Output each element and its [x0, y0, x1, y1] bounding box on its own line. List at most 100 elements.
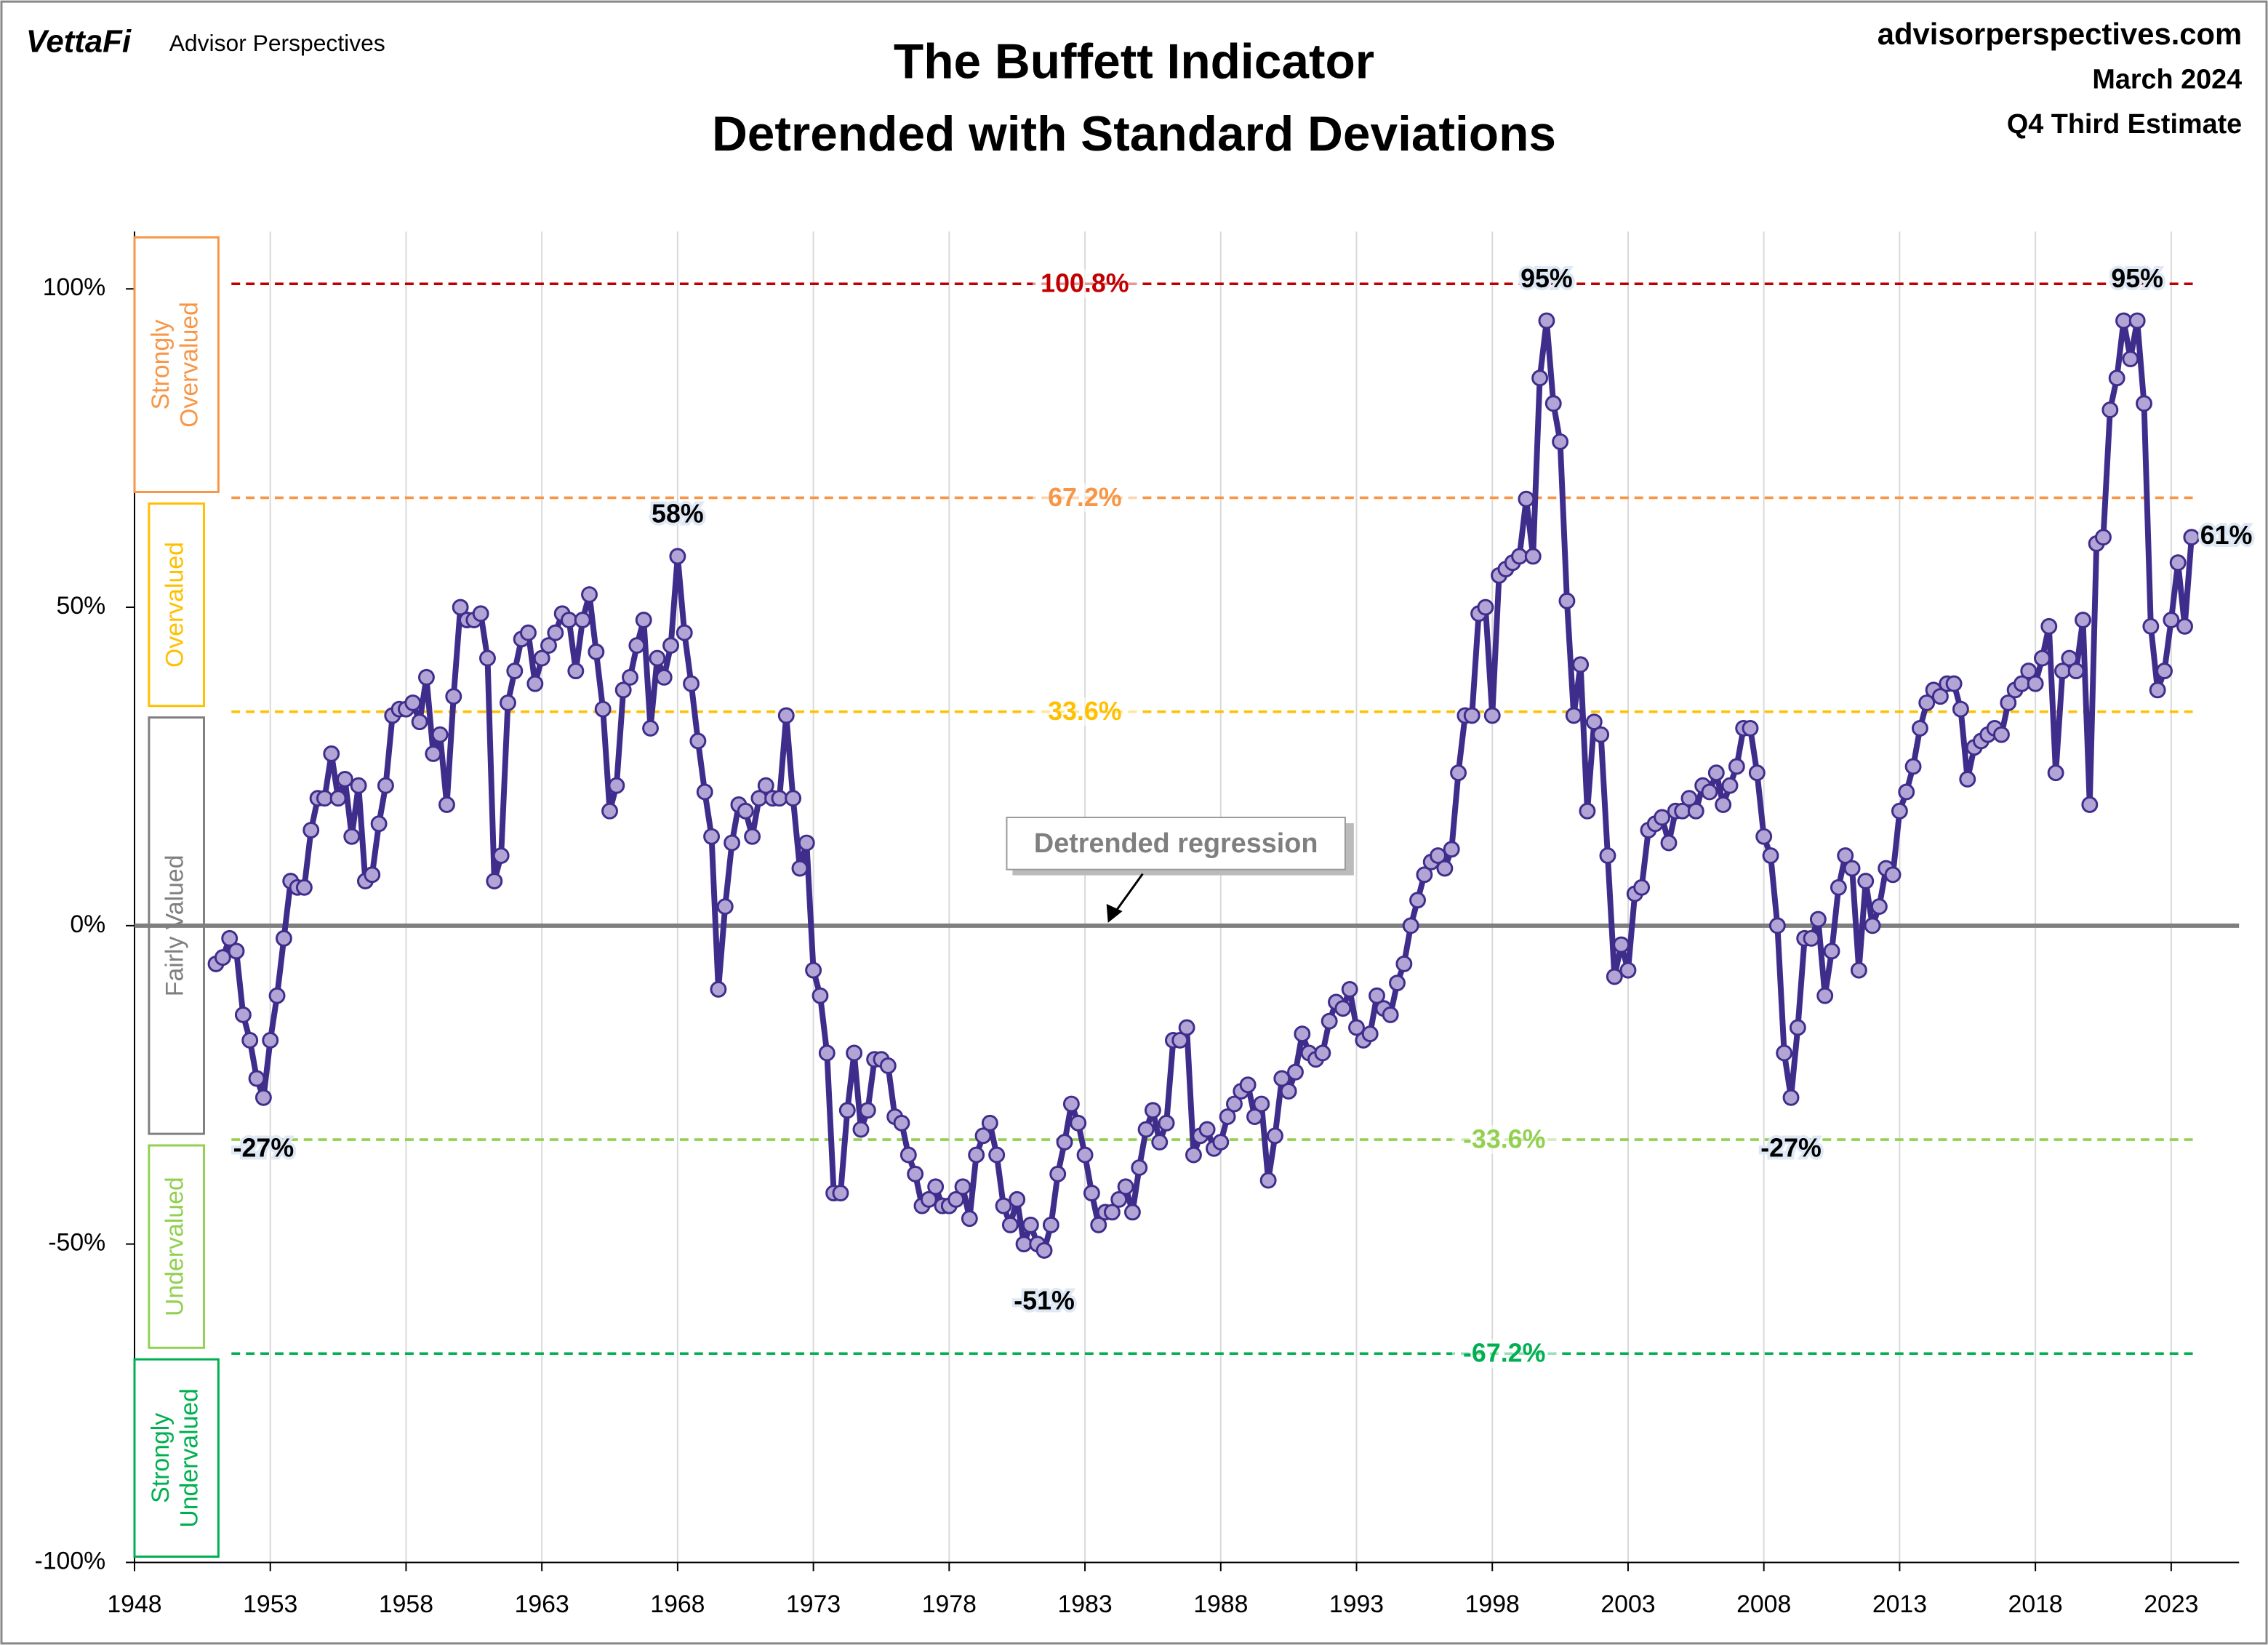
- zone-label-line: Overvalued: [176, 302, 204, 428]
- data-point: [1531, 369, 1549, 387]
- data-point: [241, 1032, 259, 1049]
- data-point: [472, 605, 489, 623]
- data-point: [689, 732, 707, 750]
- data-point: [1762, 847, 1779, 864]
- brand: VettaFi: [26, 23, 132, 59]
- x-tick-label: 2008: [1736, 1590, 1791, 1618]
- data-point: [302, 822, 320, 838]
- data-point: [1226, 1095, 1243, 1113]
- zone-label: Strongly Undervalued: [147, 1388, 204, 1528]
- data-point: [1911, 719, 1928, 737]
- data-point: [2128, 312, 2146, 329]
- data-point: [1022, 1216, 1039, 1233]
- data-point: [954, 1178, 971, 1196]
- data-point: [1070, 1114, 1087, 1132]
- reference-label-bg: [1033, 697, 1137, 727]
- data-point: [1477, 599, 1494, 616]
- data-point: [771, 790, 788, 807]
- data-point: [418, 668, 435, 686]
- data-point: [425, 745, 442, 762]
- zone-box: [133, 236, 220, 493]
- data-point: [1015, 1236, 1033, 1253]
- x-tick-label: 2003: [1600, 1590, 1655, 1618]
- data-point: [852, 1121, 870, 1138]
- data-point: [1884, 866, 1902, 884]
- data-point: [1789, 1019, 1806, 1036]
- data-point: [1110, 1190, 1128, 1208]
- data-point: [1294, 1025, 1311, 1043]
- data-point: [1748, 764, 1766, 782]
- data-point: [234, 1006, 252, 1023]
- data-point: [988, 1146, 1006, 1164]
- data-point: [614, 681, 632, 699]
- data-point: [832, 1185, 849, 1202]
- data-point: [404, 694, 422, 711]
- data-point: [377, 777, 394, 794]
- data-point: [791, 860, 809, 877]
- data-point: [1321, 1012, 1338, 1030]
- data-point: [540, 637, 557, 655]
- data-point: [1090, 1216, 1107, 1233]
- data-point: [1273, 1070, 1291, 1087]
- data-point: [1633, 878, 1651, 896]
- data-point: [655, 668, 673, 686]
- zone-label: Overvalued: [161, 542, 189, 668]
- data-point: [588, 643, 605, 660]
- data-point: [1395, 955, 1413, 972]
- data-point: [899, 1146, 917, 1164]
- data-point: [2115, 312, 2132, 329]
- data-point: [1369, 987, 1385, 1004]
- data-point: [1463, 707, 1480, 724]
- data-point: [1267, 1127, 1283, 1145]
- data-point: [961, 1210, 978, 1228]
- x-tick-label: 1958: [379, 1590, 433, 1618]
- data-point: [1382, 1006, 1399, 1023]
- data-point: [1830, 878, 1847, 896]
- data-point: [1524, 548, 1542, 565]
- data-point: [1198, 1121, 1216, 1138]
- data-point: [642, 719, 659, 737]
- zone-label-line: Strongly: [147, 1413, 175, 1503]
- data-point: [1280, 1083, 1297, 1100]
- data-point: [1565, 707, 1582, 724]
- data-point: [1809, 910, 1827, 928]
- data-point: [506, 663, 524, 680]
- data-point: [1850, 961, 1867, 979]
- data-point: [737, 802, 754, 820]
- data-label: 61%: [2200, 521, 2253, 550]
- data-point: [927, 1178, 945, 1196]
- reference-label: -67.2%: [1463, 1339, 1545, 1368]
- data-point: [1117, 1178, 1134, 1196]
- data-point: [364, 866, 381, 884]
- x-tick-label: 1948: [107, 1590, 161, 1618]
- annotation-arrow: [1113, 873, 1144, 915]
- data-point: [683, 675, 700, 692]
- reference-label-bg: [1033, 269, 1137, 299]
- data-point: [1253, 1095, 1270, 1113]
- data-point: [981, 1114, 998, 1132]
- x-tick-label: 1978: [922, 1590, 977, 1618]
- data-point: [1613, 936, 1630, 953]
- data-point: [1287, 1063, 1304, 1081]
- data-point: [696, 783, 713, 801]
- data-point: [2183, 529, 2200, 546]
- chart-title: The Buffett Indicator: [894, 35, 1374, 89]
- data-point: [1931, 688, 1949, 705]
- data-point: [1389, 974, 1406, 992]
- data-label: 95%: [1520, 264, 1573, 293]
- data-point: [1009, 1190, 1026, 1208]
- data-point: [2000, 694, 2017, 711]
- data-label: 95%: [2111, 264, 2163, 293]
- data-point: [2075, 612, 2091, 628]
- data-point: [350, 777, 367, 794]
- x-tick-label: 1998: [1465, 1590, 1520, 1618]
- data-point: [785, 790, 802, 807]
- data-point: [1843, 860, 1861, 877]
- reference-label-bg: [1033, 483, 1137, 513]
- data-point: [1599, 847, 1616, 864]
- data-point: [846, 1044, 863, 1062]
- data-point: [343, 828, 361, 845]
- data-point: [1755, 828, 1773, 845]
